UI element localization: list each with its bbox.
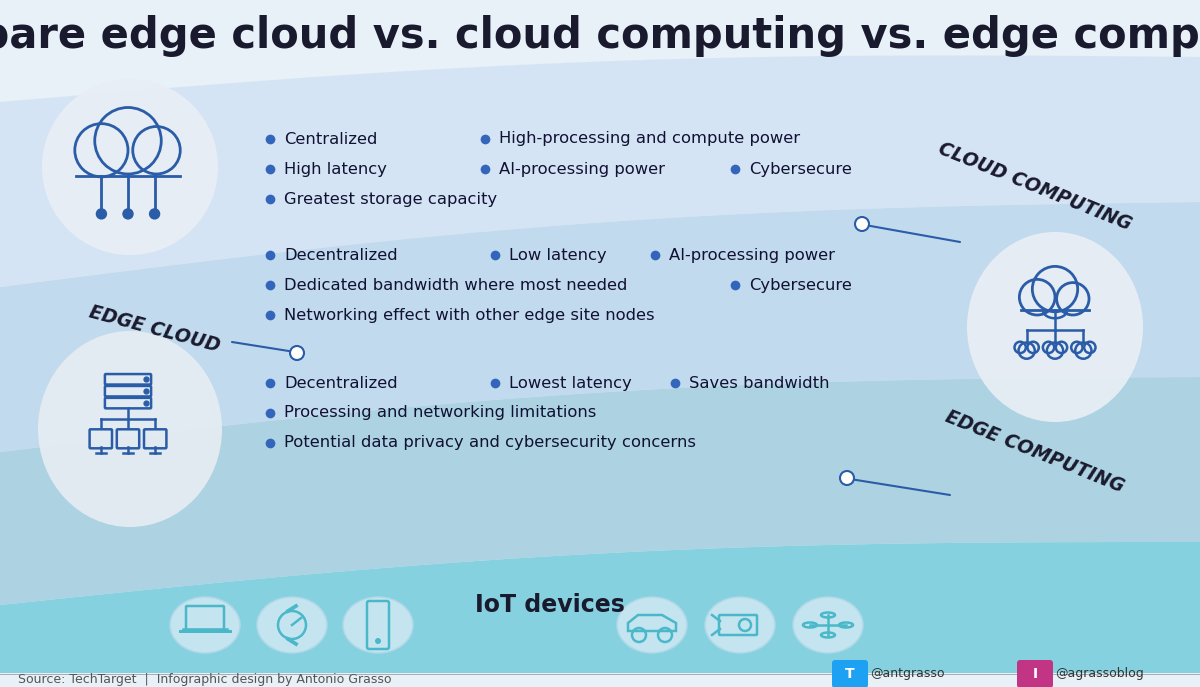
Ellipse shape [38, 331, 222, 527]
Circle shape [290, 346, 304, 360]
Text: Potential data privacy and cybersecurity concerns: Potential data privacy and cybersecurity… [284, 436, 696, 451]
Text: Centralized: Centralized [284, 131, 377, 146]
Polygon shape [0, 202, 1200, 452]
Text: Saves bandwidth: Saves bandwidth [689, 376, 829, 390]
Circle shape [96, 208, 107, 220]
Text: High-processing and compute power: High-processing and compute power [499, 131, 800, 146]
Polygon shape [0, 542, 1200, 673]
Text: Greatest storage capacity: Greatest storage capacity [284, 192, 497, 207]
Polygon shape [0, 56, 1200, 287]
Bar [76, 148, 180, 176]
Ellipse shape [617, 597, 686, 653]
Text: I: I [1032, 667, 1038, 681]
Text: Processing and networking limitations: Processing and networking limitations [284, 405, 596, 420]
Text: @antgrasso: @antgrasso [870, 668, 944, 681]
Polygon shape [0, 377, 1200, 605]
Text: AI-processing power: AI-processing power [499, 161, 665, 177]
Text: Networking effect with other edge site nodes: Networking effect with other edge site n… [284, 308, 655, 322]
Ellipse shape [42, 79, 218, 255]
Text: Cybersecure: Cybersecure [749, 278, 852, 293]
Circle shape [840, 471, 854, 485]
Text: AI-processing power: AI-processing power [670, 247, 835, 262]
Text: Decentralized: Decentralized [284, 376, 397, 390]
Ellipse shape [170, 597, 240, 653]
Ellipse shape [706, 597, 775, 653]
Text: Low latency: Low latency [509, 247, 607, 262]
Text: Compare edge cloud vs. cloud computing vs. edge computing: Compare edge cloud vs. cloud computing v… [0, 15, 1200, 57]
FancyBboxPatch shape [832, 660, 868, 687]
Text: IoT devices: IoT devices [475, 593, 625, 617]
Circle shape [854, 217, 869, 231]
Ellipse shape [343, 597, 413, 653]
Text: High latency: High latency [284, 161, 388, 177]
Text: Lowest latency: Lowest latency [509, 376, 632, 390]
Ellipse shape [793, 597, 863, 653]
Ellipse shape [257, 597, 326, 653]
Text: EDGE CLOUD: EDGE CLOUD [88, 302, 223, 356]
Text: Dedicated bandwidth where most needed: Dedicated bandwidth where most needed [284, 278, 628, 293]
Circle shape [149, 208, 161, 220]
Text: Decentralized: Decentralized [284, 247, 397, 262]
Text: T: T [845, 667, 854, 681]
Text: @agrassoblog: @agrassoblog [1055, 668, 1144, 681]
Text: Source: TechTarget  |  Infographic design by Antonio Grasso: Source: TechTarget | Infographic design … [18, 673, 391, 686]
FancyBboxPatch shape [1018, 660, 1054, 687]
Circle shape [122, 208, 133, 220]
Circle shape [374, 638, 382, 644]
Text: Cybersecure: Cybersecure [749, 161, 852, 177]
Text: CLOUD COMPUTING: CLOUD COMPUTING [936, 139, 1134, 234]
Ellipse shape [967, 232, 1142, 422]
Text: EDGE COMPUTING: EDGE COMPUTING [943, 407, 1127, 497]
